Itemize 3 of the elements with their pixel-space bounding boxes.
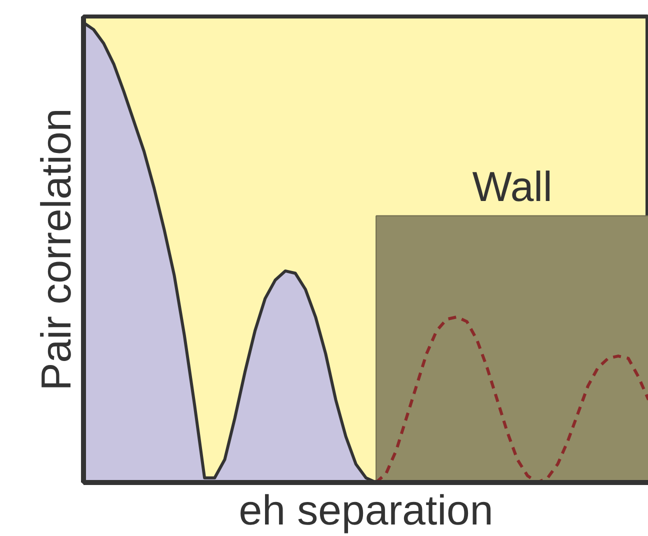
- y-axis-title: Pair correlation: [32, 108, 80, 391]
- series-label: Wall: [472, 162, 552, 210]
- x-axis-title: eh separation: [238, 486, 494, 534]
